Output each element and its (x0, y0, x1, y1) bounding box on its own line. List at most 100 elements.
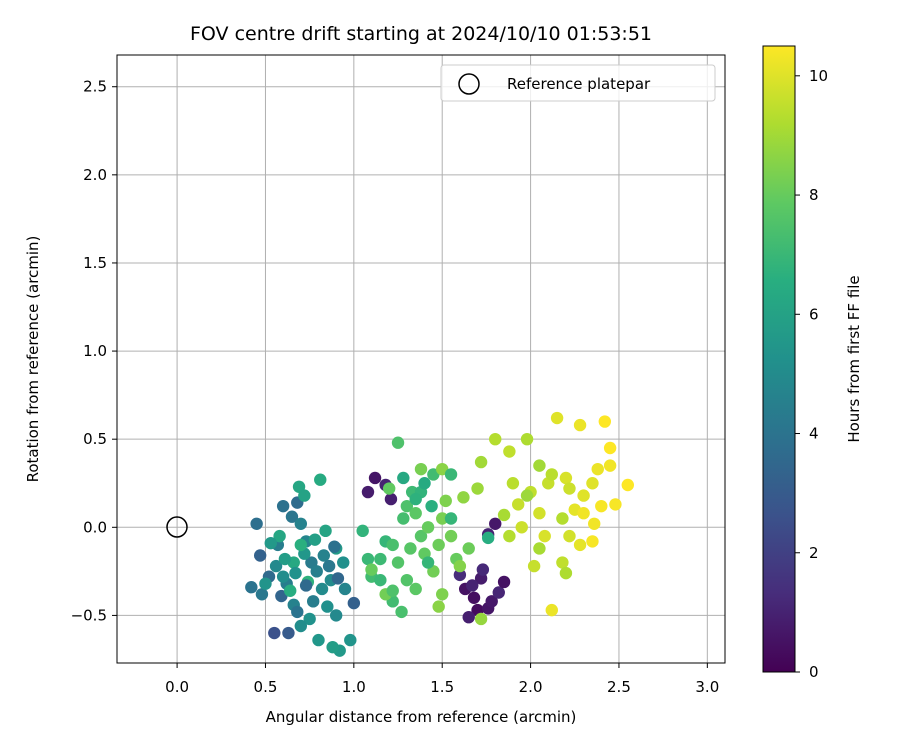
data-point (386, 584, 399, 597)
data-point (563, 529, 576, 543)
data-point (603, 441, 617, 455)
y-tick-label: 0.0 (83, 518, 107, 536)
data-point (453, 559, 467, 573)
data-point (497, 508, 511, 522)
x-tick-label: 3.0 (695, 678, 719, 696)
legend-box (440, 64, 716, 102)
data-point (306, 595, 320, 608)
data-point (253, 549, 267, 562)
data-point (545, 468, 558, 481)
data-point (386, 538, 399, 552)
data-point (421, 556, 435, 569)
data-point (559, 471, 573, 485)
data-point (577, 507, 590, 520)
data-point (284, 584, 297, 597)
data-point (322, 559, 336, 573)
data-point (533, 459, 546, 472)
data-point (276, 499, 290, 513)
y-tick-label: 0.5 (83, 430, 107, 448)
data-point (550, 411, 564, 425)
data-point (436, 588, 449, 601)
data-point (573, 538, 587, 552)
data-point (586, 477, 599, 490)
colorbar-tick-label: 10 (809, 67, 828, 85)
data-point (374, 552, 387, 566)
legend-entry-reference: Reference platepar (507, 75, 651, 93)
data-point (303, 612, 316, 626)
legend: Reference platepar (440, 64, 716, 102)
data-point (365, 563, 378, 576)
data-point (259, 577, 272, 590)
y-tick-label: 2.0 (83, 166, 107, 184)
data-point (444, 468, 458, 481)
colorbar-tick-label: 0 (809, 663, 819, 681)
data-point (384, 492, 398, 506)
data-point (414, 529, 428, 543)
data-point (382, 482, 396, 495)
y-axis-ticks: −0.5 0.0 0.5 1.0 1.5 2.0 2.5 (71, 78, 117, 624)
data-point (294, 517, 308, 530)
data-point (418, 477, 431, 490)
data-point (361, 552, 375, 566)
data-point (520, 432, 534, 446)
data-point (414, 462, 428, 476)
data-point (409, 582, 422, 596)
x-axis-label: Angular distance from reference (arcmin) (266, 708, 577, 726)
data-point (474, 455, 488, 469)
data-point (444, 512, 458, 525)
data-point (321, 600, 334, 613)
data-point (489, 432, 502, 446)
data-point (503, 529, 516, 543)
data-point (474, 612, 488, 626)
data-point (533, 507, 546, 520)
x-tick-label: 2.5 (607, 678, 631, 696)
data-point (315, 582, 329, 596)
data-point (308, 533, 322, 546)
data-point (471, 482, 484, 495)
data-point (520, 489, 534, 502)
y-tick-label: 1.0 (83, 342, 107, 360)
x-tick-label: 2.0 (519, 678, 543, 696)
data-point (337, 556, 350, 569)
x-tick-label: 1.0 (342, 678, 366, 696)
data-point (485, 595, 498, 608)
data-points (245, 411, 634, 657)
data-point (573, 418, 587, 432)
data-point (466, 579, 479, 592)
data-point (409, 492, 422, 506)
data-point (563, 482, 576, 495)
data-point (436, 512, 449, 525)
data-point (331, 572, 345, 585)
data-point (432, 538, 445, 552)
data-point (515, 521, 528, 534)
data-point (598, 415, 612, 428)
data-point (425, 499, 438, 513)
colorbar (762, 45, 796, 673)
chart-title: FOV centre drift starting at 2024/10/10 … (190, 23, 652, 45)
data-point (476, 563, 490, 576)
data-point (588, 517, 601, 530)
grid-lines (117, 55, 725, 663)
data-point (533, 542, 546, 555)
x-tick-label: 0.0 (165, 678, 189, 696)
x-tick-label: 1.5 (430, 678, 454, 696)
data-point (347, 596, 361, 610)
data-point (462, 542, 475, 555)
data-point (338, 582, 352, 596)
data-point (273, 529, 286, 543)
data-point (312, 633, 325, 647)
data-point (282, 626, 295, 640)
data-point (421, 521, 435, 534)
data-point (609, 498, 622, 511)
data-point (621, 478, 634, 492)
data-point (395, 605, 408, 619)
data-point (250, 517, 263, 530)
data-point (328, 540, 341, 553)
data-point (268, 626, 281, 640)
data-point (467, 591, 481, 604)
data-point (556, 556, 569, 569)
colorbar-ticks: 0 2 4 6 8 10 (795, 67, 828, 681)
data-point (556, 512, 569, 525)
data-point (269, 559, 283, 573)
colorbar-tick-label: 6 (809, 305, 819, 323)
